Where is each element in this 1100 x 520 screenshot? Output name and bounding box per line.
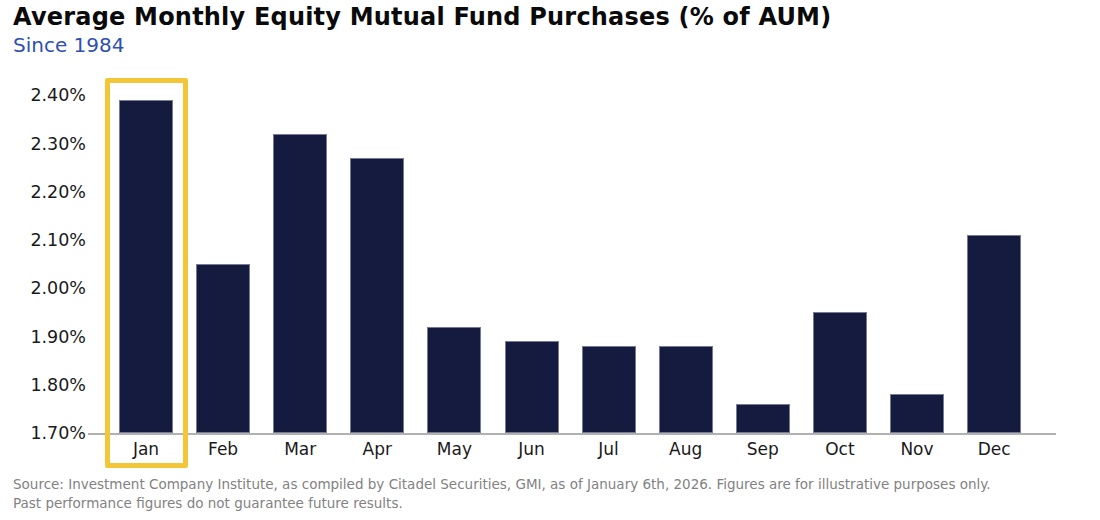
x-tick-label-feb: Feb (184, 439, 262, 459)
chart-card: Average Monthly Equity Mutual Fund Purch… (0, 0, 1100, 520)
chart-subtitle: Since 1984 (13, 33, 124, 57)
bar-apr (350, 158, 404, 433)
y-tick-label: 2.40% (0, 85, 86, 105)
y-tick-label: 2.00% (0, 278, 86, 298)
x-tick-label-may: May (415, 439, 493, 459)
y-tick-label: 2.30% (0, 134, 86, 154)
chart-title: Average Monthly Equity Mutual Fund Purch… (13, 3, 1083, 31)
x-tick-label-sep: Sep (724, 439, 802, 459)
y-tick-label: 1.80% (0, 375, 86, 395)
x-tick-label-oct: Oct (801, 439, 879, 459)
x-tick-label-jun: Jun (493, 439, 571, 459)
x-tick-label-apr: Apr (338, 439, 416, 459)
bar-nov (890, 394, 944, 433)
bar-jul (582, 346, 636, 433)
x-tick-label-jul: Jul (570, 439, 648, 459)
y-tick-label: 1.70% (0, 423, 86, 443)
x-tick-label-nov: Nov (878, 439, 956, 459)
bar-mar (273, 134, 327, 433)
source-note-line1: Source: Investment Company Institute, as… (13, 475, 1095, 494)
x-tick-label-mar: Mar (261, 439, 339, 459)
bar-may (427, 327, 481, 433)
bar-oct (813, 312, 867, 433)
x-tick-label-dec: Dec (955, 439, 1033, 459)
x-tick-label-aug: Aug (647, 439, 725, 459)
bar-dec (967, 235, 1021, 433)
y-tick-label: 1.90% (0, 327, 86, 347)
source-note: Source: Investment Company Institute, as… (13, 475, 1095, 512)
y-tick-label: 2.20% (0, 182, 86, 202)
bar-sep (736, 404, 790, 433)
source-note-line2: Past performance figures do not guarante… (13, 494, 1095, 513)
y-tick-label: 2.10% (0, 230, 86, 250)
highlight-box-jan (105, 78, 188, 468)
bar-jun (505, 341, 559, 433)
bar-aug (659, 346, 713, 433)
bar-feb (196, 264, 250, 433)
bar-chart-plot-area (95, 76, 1055, 434)
x-axis-line (88, 433, 1056, 435)
